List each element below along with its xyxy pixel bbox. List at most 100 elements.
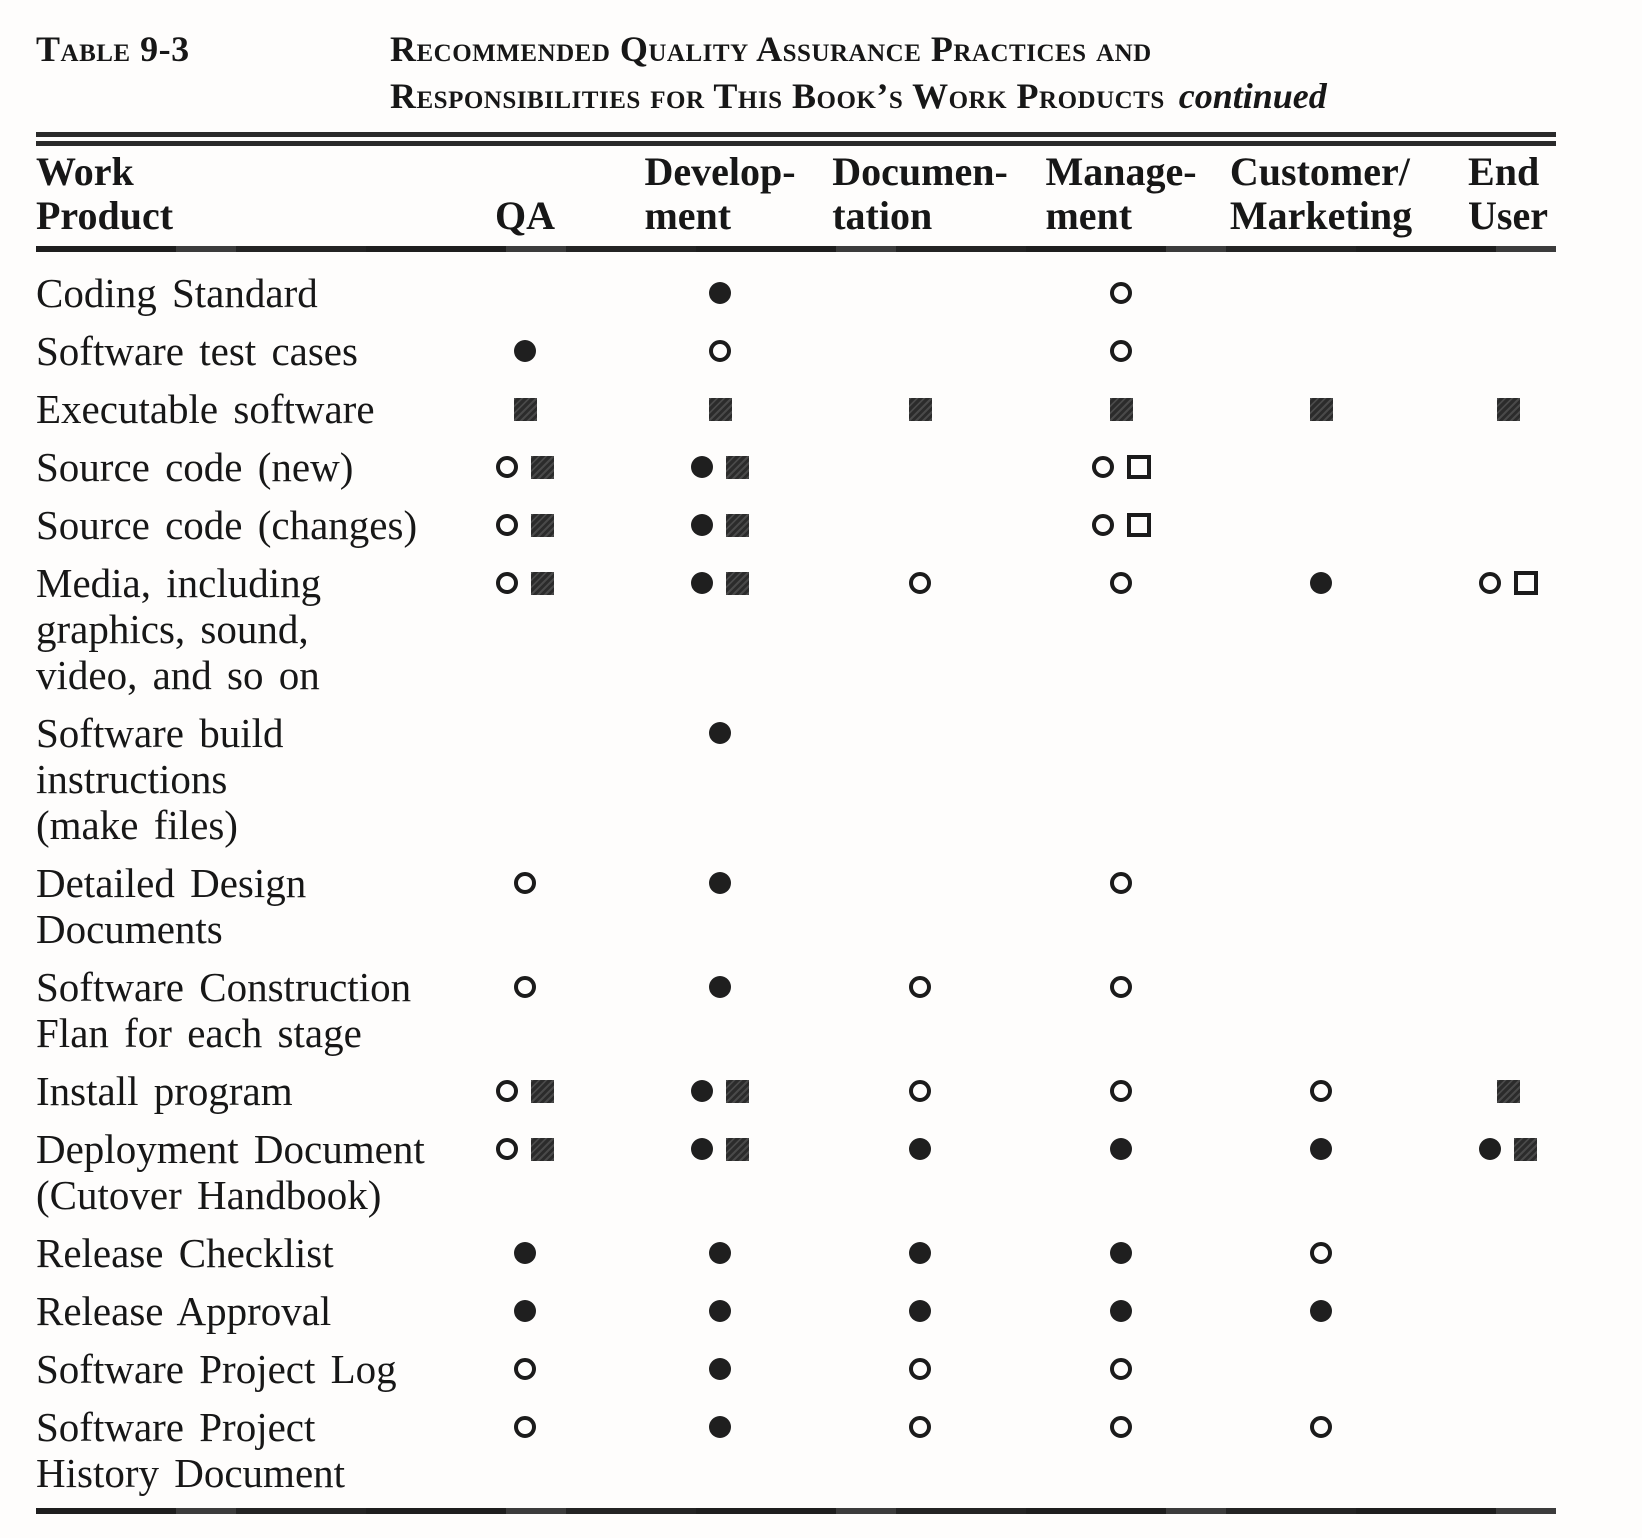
work-product-name: Software Construction Flan for each stag… (36, 964, 412, 1056)
cell-customer-marketing (1222, 270, 1420, 316)
cell-end-user (1420, 860, 1556, 906)
cell-qa (430, 1404, 620, 1450)
cell-customer-marketing (1222, 386, 1420, 432)
open-circle-icon (909, 976, 931, 998)
filled-square-icon (1309, 397, 1333, 421)
cell-qa (430, 270, 620, 316)
cell-customer-marketing (1222, 1346, 1420, 1392)
header-cell-development: Develop- ment (620, 150, 820, 238)
open-circle-icon (496, 572, 518, 594)
open-circle-icon (1110, 340, 1132, 362)
cell-development (620, 502, 820, 548)
work-product-name: Release Checklist (36, 1230, 334, 1276)
filled-square-icon (531, 513, 554, 537)
table-header-row: Work Product QA Develop- ment Documen- tati… (36, 146, 1556, 246)
cell-end-user (1420, 560, 1556, 606)
cell-documentation (820, 1404, 1020, 1450)
work-product-name: Coding Standard (36, 270, 318, 316)
cell-end-user (1420, 386, 1556, 432)
open-circle-icon (496, 456, 518, 478)
filled-circle-icon (691, 1080, 713, 1102)
table-row: Deployment Document (Cutover Handbook) (36, 1126, 1556, 1230)
table-header-rule (36, 246, 1556, 252)
table-bottom-rule (36, 1508, 1556, 1514)
cell-customer-marketing (1222, 328, 1420, 374)
table-title: Recommended Quality Assurance Practices … (390, 26, 1327, 120)
filled-circle-icon (1110, 1242, 1132, 1264)
cell-development (620, 1288, 820, 1334)
cell-qa (430, 1230, 620, 1276)
cell-development (620, 860, 820, 906)
open-circle-icon (1110, 282, 1132, 304)
work-product-name: Executable software (36, 386, 375, 432)
cell-documentation (820, 1126, 1020, 1172)
cell-management (1020, 1068, 1222, 1114)
filled-circle-icon (691, 572, 713, 594)
open-circle-icon (909, 1080, 931, 1102)
header-label-end-user: End User (1468, 149, 1548, 238)
filled-square-icon (531, 1079, 554, 1103)
filled-square-icon (726, 455, 749, 479)
table-row: Install program (36, 1068, 1556, 1126)
filled-circle-icon (709, 1416, 731, 1438)
table-row: Source code (new) (36, 444, 1556, 502)
header-label-development: Develop- ment (644, 149, 796, 238)
filled-circle-icon (1310, 1138, 1332, 1160)
cell-documentation (820, 560, 1020, 606)
filled-circle-icon (909, 1300, 931, 1322)
cell-end-user (1420, 1230, 1556, 1276)
table-row: Executable software (36, 386, 1556, 444)
work-product-name: Release Approval (36, 1288, 332, 1334)
work-product-name: Software build instructions (make files) (36, 710, 284, 848)
table-body: Coding Standard Software test cases Execut… (36, 270, 1556, 1508)
cell-management (1020, 386, 1222, 432)
table-caption: Table 9-3 Recommended Quality Assurance … (36, 26, 1556, 120)
cell-end-user (1420, 444, 1556, 490)
cell-customer-marketing (1222, 1068, 1420, 1114)
filled-circle-icon (709, 282, 731, 304)
open-circle-icon (496, 1138, 518, 1160)
cell-end-user (1420, 1126, 1556, 1172)
filled-square-icon (1109, 397, 1133, 421)
cell-management (1020, 964, 1222, 1010)
header-label-qa: QA (495, 193, 555, 238)
cell-documentation (820, 964, 1020, 1010)
cell-qa (430, 560, 620, 606)
cell-development (620, 1068, 820, 1114)
cell-qa (430, 1126, 620, 1172)
filled-square-icon (531, 1137, 554, 1161)
open-circle-icon (1110, 572, 1132, 594)
cell-development (620, 328, 820, 374)
cell-end-user (1420, 1346, 1556, 1392)
open-circle-icon (909, 572, 931, 594)
open-circle-icon (1110, 976, 1132, 998)
cell-end-user (1420, 1288, 1556, 1334)
cell-end-user (1420, 1404, 1556, 1450)
open-circle-icon (1091, 514, 1114, 536)
cell-development (620, 1230, 820, 1276)
header-label-documentation: Documen- tation (832, 149, 1008, 238)
filled-square-icon (726, 1079, 749, 1103)
work-product-name: Detailed Design Documents (36, 860, 307, 952)
cell-end-user (1420, 328, 1556, 374)
open-circle-icon (909, 1416, 931, 1438)
work-product-name: Software test cases (36, 328, 358, 374)
table-top-rule (36, 132, 1556, 146)
cell-end-user (1420, 502, 1556, 548)
cell-qa (430, 328, 620, 374)
cell-documentation (820, 1230, 1020, 1276)
work-product-name: Install program (36, 1068, 293, 1114)
open-circle-icon (1310, 1080, 1332, 1102)
cell-qa (430, 964, 620, 1010)
filled-circle-icon (709, 1300, 731, 1322)
cell-development (620, 386, 820, 432)
cell-management (1020, 1288, 1222, 1334)
filled-circle-icon (1110, 1138, 1132, 1160)
cell-customer-marketing (1222, 1404, 1420, 1450)
open-circle-icon (909, 1358, 931, 1380)
cell-development (620, 1126, 820, 1172)
open-circle-icon (1110, 872, 1132, 894)
cell-development (620, 444, 820, 490)
open-circle-icon (1310, 1416, 1332, 1438)
header-cell-documentation: Documen- tation (820, 150, 1020, 238)
